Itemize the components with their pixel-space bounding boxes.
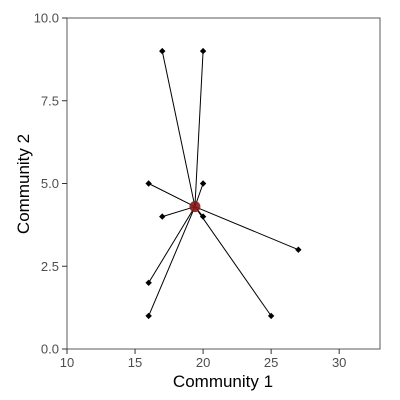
spider-segment <box>148 206 196 284</box>
x-axis: 10 15 20 25 30 <box>60 349 346 370</box>
data-point <box>159 213 166 220</box>
spider-segment <box>148 183 196 208</box>
data-point <box>267 312 275 320</box>
data-point <box>145 279 152 286</box>
centroid-point <box>189 201 201 213</box>
data-point <box>145 312 152 320</box>
spider-segment <box>194 206 272 317</box>
y-axis: 0.0 2.5 5.0 7.5 10.0 <box>34 11 67 357</box>
data-point <box>295 246 302 253</box>
x-axis-title: Community 1 <box>173 372 273 391</box>
spider-segment <box>194 206 299 251</box>
x-tick-label: 15 <box>128 355 142 370</box>
data-point <box>199 180 207 187</box>
data-points <box>145 47 302 320</box>
y-tick-label: 0.0 <box>41 342 59 357</box>
data-point <box>199 47 207 55</box>
plot-panel <box>66 17 381 350</box>
x-tick-label: 10 <box>60 355 74 370</box>
spider-segment <box>194 51 204 207</box>
spider-segment <box>148 206 196 317</box>
x-tick-label: 20 <box>196 355 210 370</box>
y-axis-title: Community 2 <box>14 134 33 234</box>
spider-segment <box>162 206 196 218</box>
data-point <box>159 47 166 55</box>
spider-segment <box>161 50 196 207</box>
y-tick-label: 10.0 <box>34 11 59 26</box>
y-tick-label: 2.5 <box>41 259 59 274</box>
centroid-layer <box>189 201 201 213</box>
data-point <box>145 180 152 187</box>
y-tick-label: 5.0 <box>41 176 59 191</box>
y-tick-label: 7.5 <box>41 93 59 108</box>
data-point <box>199 213 207 220</box>
x-tick-label: 30 <box>332 355 346 370</box>
x-tick-label: 25 <box>264 355 278 370</box>
